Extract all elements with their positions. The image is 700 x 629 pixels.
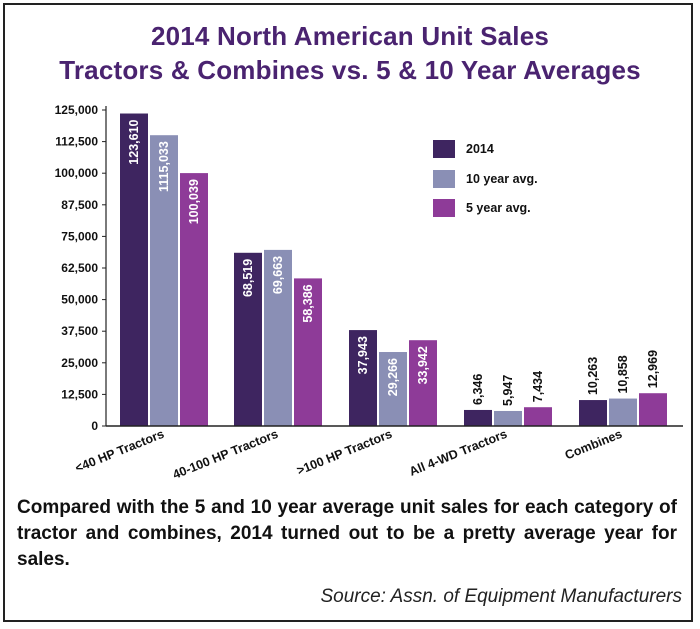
x-tick-label: >100 HP Tractors	[295, 427, 394, 478]
data-label: 7,434	[531, 371, 545, 402]
data-label: 33,942	[416, 346, 430, 384]
data-label: 1115,033	[157, 141, 171, 192]
x-tick-label: Combines	[563, 427, 624, 463]
data-label: 12,969	[646, 350, 660, 388]
y-tick-label: 87,500	[61, 198, 98, 212]
data-label: 10,263	[586, 357, 600, 395]
data-label: 100,039	[187, 179, 201, 224]
legend-label: 5 year avg.	[466, 201, 531, 215]
chart-frame: 2014 North American Unit Sales Tractors …	[3, 3, 693, 622]
legend-label: 10 year avg.	[466, 172, 538, 186]
x-tick-label: 40-100 HP Tractors	[171, 427, 280, 482]
bar-5-year-avg-	[294, 278, 322, 426]
bar-5-year-avg-	[180, 173, 208, 426]
bar-10-year-avg-	[609, 398, 637, 426]
y-tick-label: 25,000	[61, 356, 98, 370]
data-label: 5,947	[501, 375, 515, 406]
bar-5-year-avg-	[524, 407, 552, 426]
y-tick-label: 112,500	[55, 135, 98, 149]
y-tick-label: 125,000	[55, 103, 99, 117]
bar-2014	[234, 252, 262, 426]
bar-5-year-avg-	[639, 393, 667, 426]
legend-swatch	[433, 140, 455, 158]
x-tick-label: <40 HP Tractors	[73, 427, 166, 475]
data-label: 29,266	[386, 358, 400, 396]
y-tick-label: 100,000	[55, 166, 99, 180]
y-tick-label: 75,000	[61, 229, 98, 243]
source-note: Source: Assn. of Equipment Manufacturers	[320, 586, 682, 607]
bar-2014	[464, 409, 492, 426]
legend-label: 2014	[466, 142, 494, 156]
bar-10-year-avg-	[150, 135, 178, 426]
chart-title-line1: 2014 North American Unit Sales	[150, 21, 550, 51]
chart-title-line2: Tractors & Combines vs. 5 & 10 Year Aver…	[59, 55, 641, 85]
bar-10-year-avg-	[264, 249, 292, 426]
data-label: 37,943	[356, 336, 370, 374]
y-tick-label: 50,000	[61, 293, 98, 307]
legend-swatch	[433, 199, 455, 217]
data-label: 58,386	[301, 284, 315, 322]
bar-2014	[349, 330, 377, 426]
data-label: 6,346	[471, 374, 485, 405]
y-tick-label: 62,500	[61, 261, 98, 275]
bar-2014	[579, 400, 607, 426]
y-tick-label: 12,500	[61, 387, 98, 401]
bar-10-year-avg-	[494, 410, 522, 426]
y-tick-label: 37,500	[61, 324, 98, 338]
data-label: 10,858	[616, 355, 630, 393]
x-tick-label: All 4-WD Tractors	[407, 427, 509, 479]
data-label: 69,663	[271, 256, 285, 294]
data-label: 68,519	[241, 259, 255, 297]
y-tick-label: 0	[91, 419, 98, 433]
bar-2014	[120, 113, 148, 427]
legend-swatch	[433, 170, 455, 188]
data-label: 123,610	[127, 119, 141, 164]
chart-caption: Compared with the 5 and 10 year average …	[17, 497, 677, 570]
bar-10-year-avg-	[379, 352, 407, 426]
bar-5-year-avg-	[409, 340, 437, 426]
